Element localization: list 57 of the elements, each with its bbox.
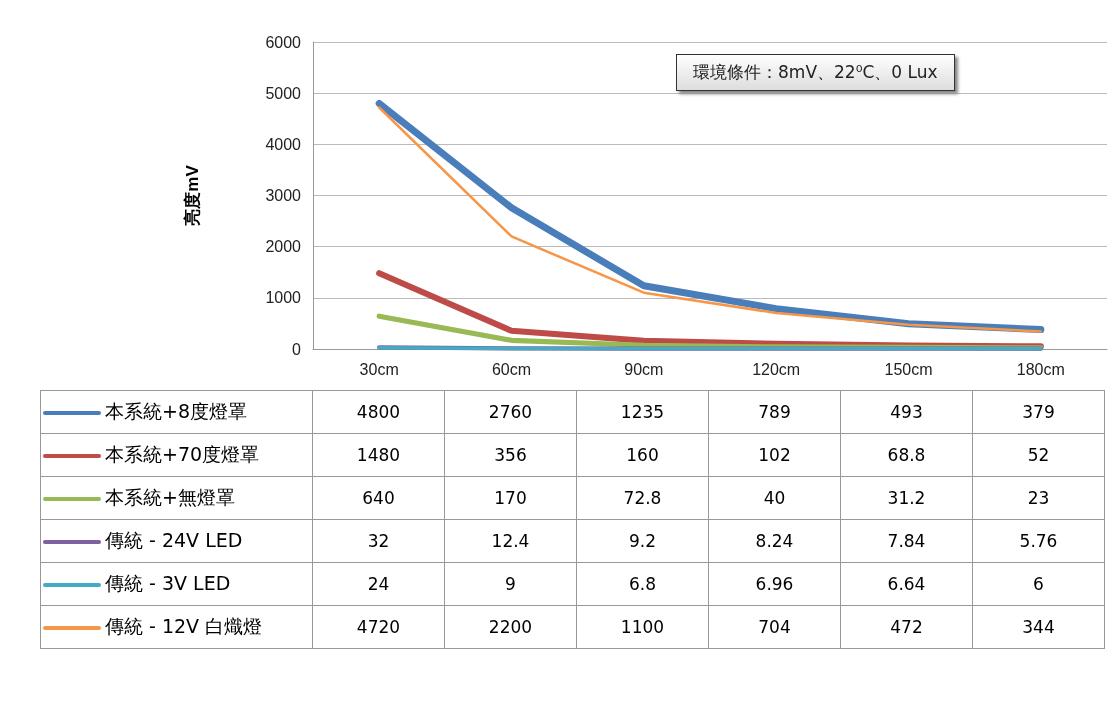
data-label: 170: [444, 476, 577, 520]
data-label: 2200: [444, 605, 577, 649]
data-label: 6.8: [576, 562, 709, 606]
data-label: 6.96: [708, 562, 841, 606]
data-label: 9: [444, 562, 577, 606]
data-label: 4720: [312, 605, 445, 649]
data-label: 5.76: [972, 519, 1105, 563]
data-label: 356: [444, 433, 577, 477]
legend-label: 本系統+8度燈罩: [40, 390, 313, 434]
data-label: 4800: [312, 390, 445, 434]
data-label: 102: [708, 433, 841, 477]
y-tick-label: 4000: [265, 135, 302, 153]
data-label: 789: [708, 390, 841, 434]
data-label: 24: [312, 562, 445, 606]
annotation: 環境條件：8mV、22⁰C、0 Lux: [676, 54, 955, 91]
data-label: 493: [840, 390, 973, 434]
x-tick-label: 180cm: [1016, 360, 1065, 378]
data-label: 379: [972, 390, 1105, 434]
legend-label: 傳統 - 24V LED: [40, 519, 313, 563]
data-label: 68.8: [840, 433, 973, 477]
data-label: 8.24: [708, 519, 841, 563]
y-tick-label: 2000: [265, 238, 302, 256]
y-tick-label: 6000: [265, 33, 302, 51]
legend-label: 本系統+無燈罩: [40, 476, 313, 520]
y-tick-label: 5000: [265, 84, 302, 102]
data-label: 704: [708, 605, 841, 649]
data-label: 31.2: [840, 476, 973, 520]
y-tick-label: 1000: [265, 289, 302, 307]
data-label: 52: [972, 433, 1105, 477]
data-label: 1100: [576, 605, 709, 649]
data-label: 23: [972, 476, 1105, 520]
data-label: 160: [576, 433, 709, 477]
y-tick-label: 0: [292, 340, 302, 358]
legend-label: 傳統 - 3V LED: [40, 562, 313, 606]
legend-label: 本系統+70度燈罩: [40, 433, 313, 477]
data-label: 6.64: [840, 562, 973, 606]
data-label: 40: [708, 476, 841, 520]
data-label: 1235: [576, 390, 709, 434]
data-label: 1480: [312, 433, 445, 477]
data-label: 344: [972, 605, 1105, 649]
data-label: 12.4: [444, 519, 577, 563]
data-label: 2760: [444, 390, 577, 434]
x-tick-label: 30cm: [359, 360, 399, 378]
y-axis-title: 亮度mV: [183, 164, 202, 227]
data-label: 640: [312, 476, 445, 520]
x-tick-label: 60cm: [491, 360, 532, 378]
data-label: 6: [972, 562, 1105, 606]
x-tick-label: 120cm: [752, 360, 801, 378]
x-tick-label: 150cm: [884, 360, 933, 378]
data-label: 9.2: [576, 519, 709, 563]
data-label: 32: [312, 519, 445, 563]
y-tick-label: 3000: [265, 187, 302, 204]
legend-label: 傳統 - 12V 白熾燈: [40, 605, 313, 649]
x-tick-label: 90cm: [624, 360, 664, 378]
data-label: 7.84: [840, 519, 973, 563]
data-label: 472: [840, 605, 973, 649]
data-label: 72.8: [576, 476, 709, 520]
